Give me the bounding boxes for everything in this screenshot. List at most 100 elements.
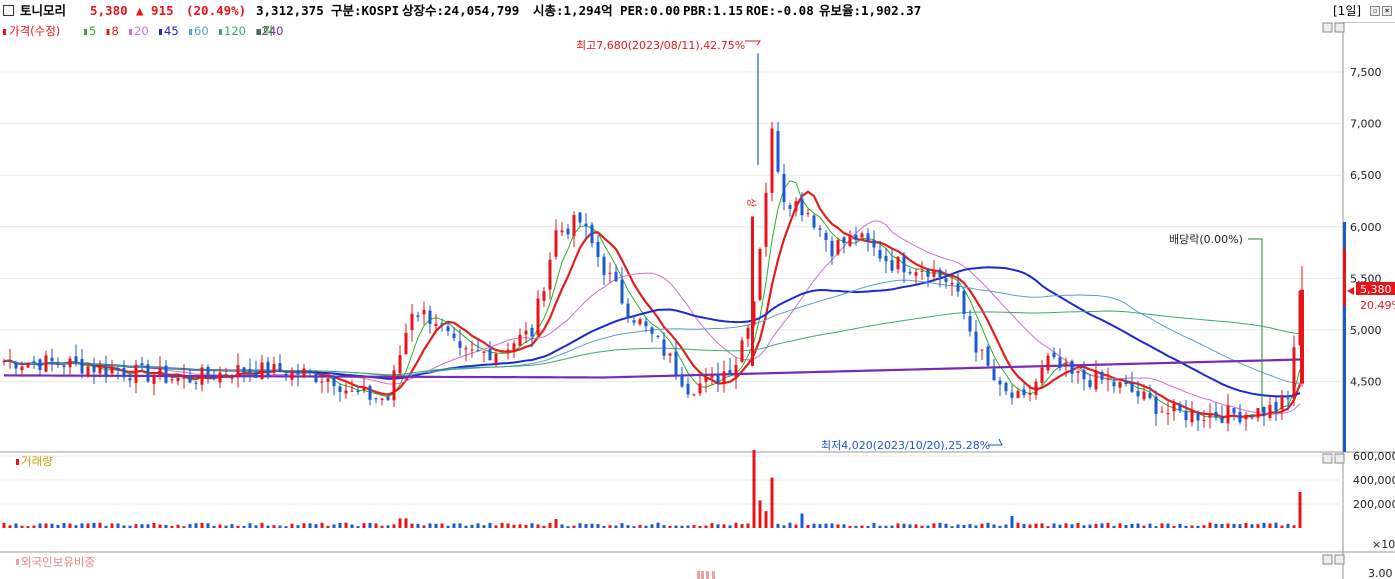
candle-body: [1046, 355, 1050, 371]
volume-bar: [1076, 523, 1080, 528]
candle-body: [776, 131, 780, 172]
volume-bar: [776, 523, 780, 528]
volume-bar: [902, 523, 906, 528]
price-axis-tick: 7,500: [1350, 66, 1382, 79]
legend-marker: [16, 459, 19, 465]
candle-body: [614, 271, 618, 282]
legend-price[interactable]: 가격(수정): [9, 24, 60, 38]
candle-body: [338, 386, 342, 393]
axis-scroll-bar[interactable]: [1343, 222, 1346, 452]
volume-bar: [278, 525, 282, 528]
volume-bar: [794, 524, 798, 528]
select-checkbox[interactable]: [3, 5, 14, 16]
volume-bar: [1286, 523, 1290, 528]
legend-ma-240[interactable]: 240: [262, 24, 284, 38]
candle-body: [668, 353, 672, 356]
volume-label[interactable]: 거래량: [21, 454, 53, 468]
volume-bar: [638, 524, 642, 528]
volume-bar: [458, 523, 462, 528]
candle-body: [806, 213, 810, 215]
legend-ma-5[interactable]: 5: [89, 24, 96, 38]
volume-bar: [110, 523, 114, 528]
volume-bar: [530, 523, 534, 528]
candle-body: [536, 298, 540, 336]
candle-body: [332, 377, 336, 387]
candle-body: [1256, 408, 1260, 418]
candle-body: [686, 383, 690, 395]
foreign-close-icon[interactable]: [1334, 554, 1345, 565]
stock-name[interactable]: 토니모리: [20, 3, 67, 18]
volume-bar: [1202, 525, 1206, 528]
volume-bar: [878, 525, 882, 528]
period-selector[interactable]: [1일]: [1333, 4, 1362, 18]
volume-bar: [860, 525, 864, 528]
candle-body: [272, 364, 276, 373]
volume-bar: [374, 523, 378, 528]
volume-bar: [770, 477, 774, 528]
price-pointer-icon: [1347, 287, 1354, 295]
foreign-restore-icon[interactable]: [1322, 554, 1333, 565]
foreign-label[interactable]: 외국인보유비중: [21, 555, 95, 569]
volume-bar: [836, 524, 840, 528]
candle-body: [866, 233, 870, 242]
candle-body: [242, 367, 246, 372]
volume-value: 3,312,375: [256, 3, 324, 18]
legend-ma-45[interactable]: 45: [164, 24, 179, 38]
volume-close-icon[interactable]: [1334, 453, 1345, 464]
restore-icon[interactable]: ▫: [1370, 6, 1380, 16]
candle-body: [998, 380, 1002, 385]
volume-bar: [830, 523, 834, 528]
volume-bar: [446, 525, 450, 528]
volume-bar: [926, 525, 930, 528]
candle-body: [14, 362, 18, 369]
panel-close-icon[interactable]: [1334, 22, 1345, 33]
candle-body: [1154, 396, 1158, 415]
volume-bar: [398, 518, 402, 528]
candle-body: [566, 228, 570, 235]
legend-ma-60[interactable]: 60: [194, 24, 209, 38]
close-icon[interactable]: ×: [1382, 6, 1392, 16]
volume-bar: [854, 525, 858, 528]
legend-ma-120[interactable]: 120: [224, 24, 246, 38]
candle-body: [254, 371, 258, 378]
volume-bar: [938, 522, 942, 528]
volume-bar: [1250, 524, 1254, 528]
candle-body: [356, 390, 360, 393]
candle-body: [428, 310, 432, 324]
volume-bar: [1208, 522, 1212, 528]
legend-event[interactable]: 락: [263, 24, 274, 38]
candle-body: [1244, 414, 1248, 420]
stock-chart[interactable]: 가격(수정) 5 8 20 45 60 120 240 락 최고7,680(2023/08/…: [0, 22, 1395, 579]
candle-body: [644, 321, 648, 327]
volume-bar: [80, 523, 84, 528]
volume-bar: [74, 525, 78, 528]
volume-bar: [302, 523, 306, 528]
candle-body: [476, 350, 480, 352]
candle-body: [751, 216, 754, 367]
legend-ma-20[interactable]: 20: [134, 24, 149, 38]
high-arrow-icon: [745, 40, 761, 46]
candle-body: [530, 327, 534, 337]
listed-shares: 상장수:24,054,799: [402, 3, 520, 18]
volume-bar: [62, 523, 66, 528]
volume-bar: [416, 523, 420, 528]
candle-body: [1034, 381, 1038, 396]
low-annotation: 최저4,020(2023/10/20),25.28%: [821, 439, 990, 452]
candle-body: [758, 249, 762, 300]
volume-bar: [260, 522, 264, 528]
candle-body: [818, 228, 822, 230]
volume-bar: [182, 526, 186, 528]
panel-restore-icon[interactable]: [1322, 22, 1333, 33]
volume-bar: [8, 525, 12, 528]
volume-restore-icon[interactable]: [1322, 453, 1333, 464]
volume-bar: [818, 524, 822, 528]
volume-bar: [506, 523, 510, 528]
candle-body: [734, 365, 738, 377]
candle-body: [1082, 370, 1086, 380]
candle-body: [518, 334, 522, 346]
legend-ma-8[interactable]: 8: [112, 24, 119, 38]
candle-body: [728, 370, 732, 375]
volume-bar: [308, 523, 312, 528]
market-type: 구분:KOSPI: [331, 3, 400, 18]
candle-body: [296, 370, 300, 375]
